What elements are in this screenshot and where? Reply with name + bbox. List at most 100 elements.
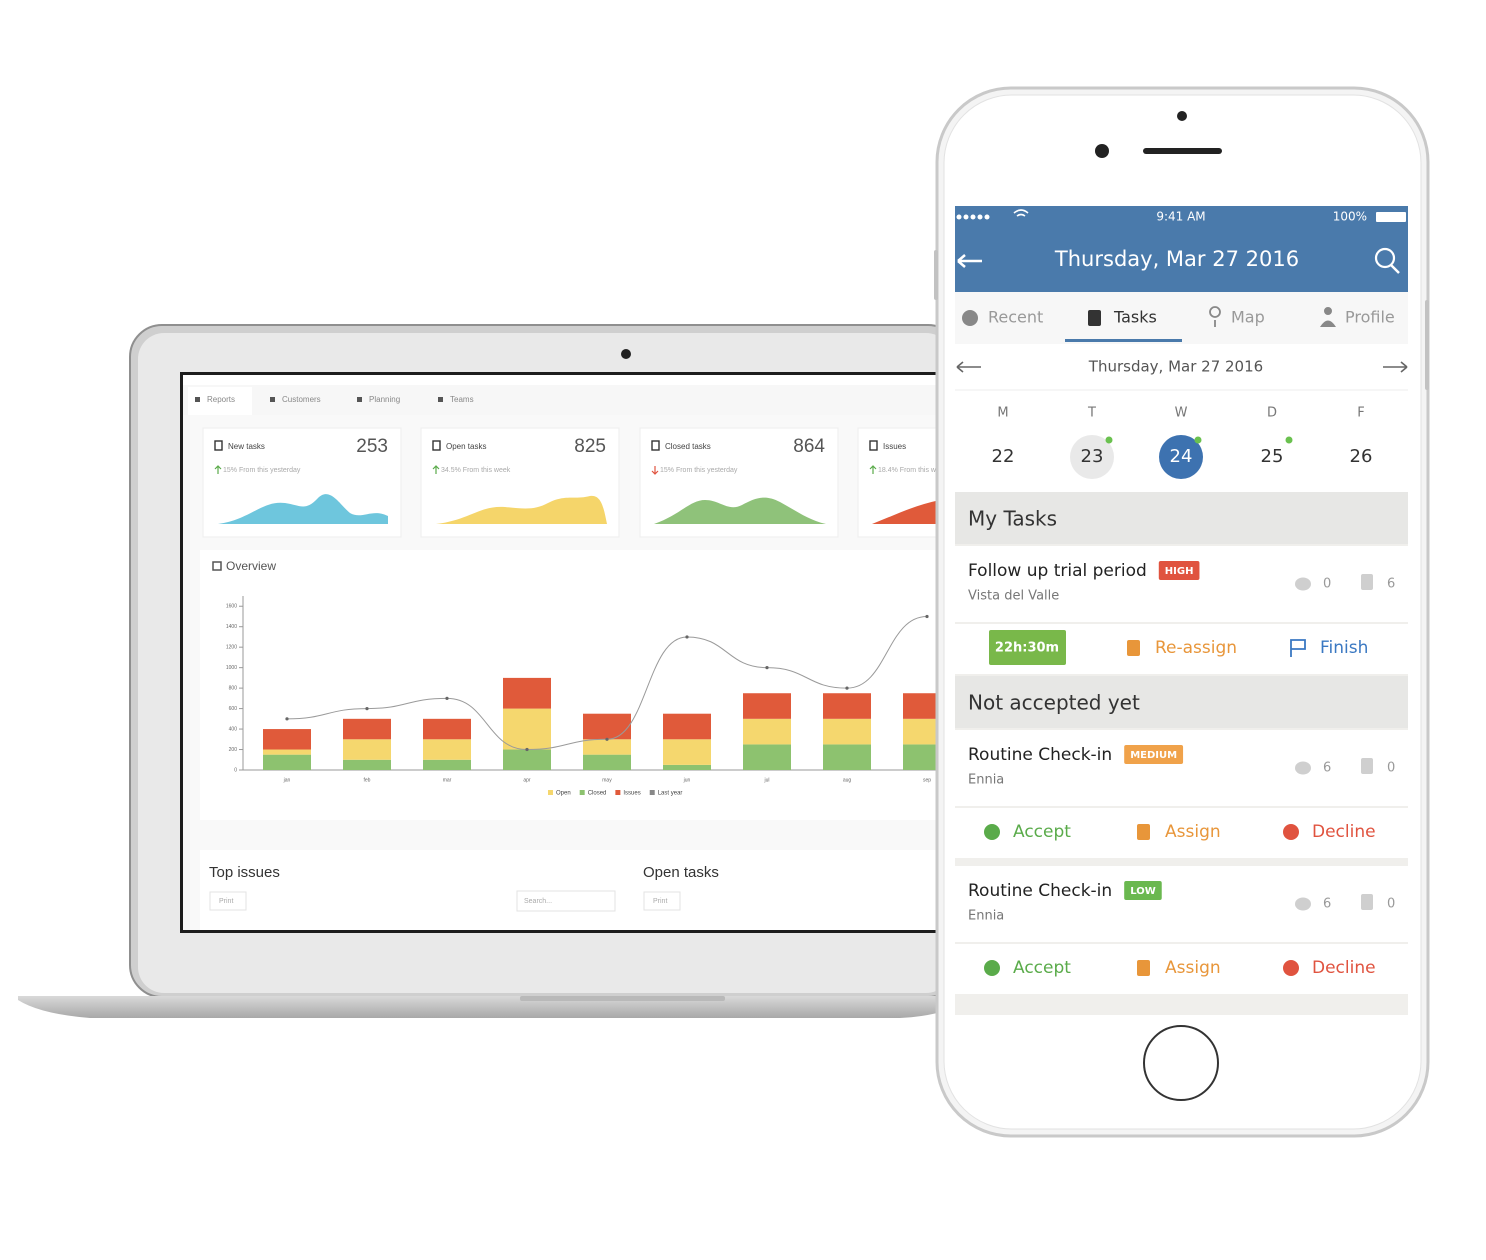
task-card[interactable] (955, 730, 1408, 806)
tab-label[interactable]: Recent (988, 308, 1043, 327)
line-point (845, 686, 849, 690)
action-label[interactable]: Assign (1165, 958, 1221, 978)
kpi-label: Open tasks (446, 442, 486, 451)
bar-segment (343, 739, 391, 760)
comment-icon (1295, 897, 1311, 911)
kpi-arrow (214, 465, 222, 474)
x-tick-label: jun (683, 777, 691, 783)
y-tick-label: 800 (229, 685, 238, 691)
tab-label[interactable]: Planning (369, 395, 400, 404)
search-icon[interactable] (1374, 247, 1396, 269)
action-icon (1283, 824, 1299, 840)
tab-label[interactable]: Tasks (1113, 308, 1157, 327)
line-series (286, 615, 928, 751)
print-label[interactable]: Print (653, 898, 667, 905)
prev-day[interactable] (956, 361, 981, 373)
task-title[interactable]: Routine Check-in (968, 881, 1112, 901)
search-box[interactable] (516, 890, 616, 912)
action-icon (1127, 640, 1140, 656)
task-title[interactable]: Follow up trial period (968, 561, 1147, 581)
next-day[interactable] (1383, 361, 1408, 373)
tab-label[interactable]: Reports (207, 395, 235, 404)
legend-swatch (548, 790, 553, 795)
timer-label: 22h:30m (995, 641, 1059, 656)
day-letter: F (1357, 406, 1364, 421)
app-header (955, 206, 1408, 292)
header-title: Thursday, Mar 27 2016 (1054, 247, 1299, 271)
day-number[interactable]: 24 (1170, 446, 1193, 467)
group-header (955, 492, 1408, 544)
group-title: My Tasks (968, 507, 1057, 531)
tab-label[interactable]: Teams (450, 395, 474, 404)
group-header (955, 676, 1408, 728)
task-card[interactable] (955, 866, 1408, 942)
day-number[interactable]: 25 (1261, 446, 1284, 467)
legend-label: Last year (658, 791, 683, 797)
bar-segment (743, 693, 791, 719)
kpi-change: 15% From this yesterday (223, 467, 301, 474)
phone-camera (1095, 144, 1109, 158)
signal-dots (956, 214, 990, 220)
action-label[interactable]: Finish (1320, 638, 1368, 658)
task-title[interactable]: Routine Check-in (968, 745, 1112, 765)
action-label[interactable]: Decline (1312, 822, 1376, 842)
bottom-panel (200, 850, 940, 930)
action-icon (1283, 960, 1299, 976)
y-tick-label: 200 (229, 747, 238, 753)
tab-bar (183, 385, 940, 415)
battery-icon (1376, 212, 1406, 222)
attachment-icon (1361, 894, 1373, 910)
tab-label[interactable]: Profile (1345, 308, 1395, 327)
kpi-change: 34.5% From this week (441, 467, 511, 474)
new-tasks-sparkline (218, 494, 388, 524)
day-number[interactable]: 23 (1081, 446, 1104, 467)
task-client: Vista del Valle (968, 589, 1059, 604)
tab-icon (1209, 306, 1221, 327)
bar-segment (743, 718, 791, 745)
section-title: Top issues (209, 864, 280, 881)
action-label[interactable]: Assign (1165, 822, 1221, 842)
task-client: Ennia (968, 909, 1004, 924)
attachment-count: 0 (1387, 761, 1395, 776)
bar-segment (503, 677, 551, 709)
y-tick-label: 1200 (226, 645, 237, 651)
back-arrow[interactable] (957, 254, 982, 268)
tab-label[interactable]: Customers (282, 395, 321, 404)
x-tick-label: apr (523, 777, 531, 783)
attachment-icon (1361, 574, 1373, 590)
line-point (685, 635, 689, 639)
line-point (525, 747, 529, 752)
group-title: Not accepted yet (968, 691, 1140, 715)
action-label[interactable]: Re-assign (1155, 638, 1237, 658)
wifi-icon (1013, 209, 1029, 217)
line-point (765, 666, 769, 670)
bar-segment (823, 718, 871, 745)
x-tick-label: aug (843, 777, 852, 783)
calendar-date: Thursday, Mar 27 2016 (1088, 358, 1263, 376)
print-button[interactable] (209, 891, 247, 911)
action-label[interactable]: Accept (1013, 958, 1071, 978)
action-label[interactable]: Accept (1013, 822, 1071, 842)
legend-swatch (579, 790, 585, 795)
day-dot (1285, 436, 1293, 444)
day-number[interactable]: 22 (992, 446, 1015, 467)
day-circle (1070, 435, 1114, 479)
bar-segment (663, 739, 711, 765)
search-placeholder: Search... (524, 898, 552, 905)
tab-icon (1320, 307, 1336, 327)
overview-panel (200, 550, 940, 820)
day-number[interactable]: 26 (1350, 446, 1373, 467)
action-label[interactable]: Decline (1312, 958, 1376, 978)
print-label[interactable]: Print (219, 898, 233, 905)
tab-label[interactable]: Map (1231, 308, 1265, 327)
print-button[interactable] (643, 891, 681, 911)
x-tick-label: mar (443, 777, 452, 783)
task-card[interactable] (955, 546, 1408, 622)
line-point (445, 696, 449, 700)
bar-segment (423, 718, 471, 740)
attachment-count: 6 (1387, 577, 1395, 592)
overview-title: Overview (226, 559, 276, 573)
laptop-base (18, 996, 960, 1018)
kpi-icon (432, 440, 441, 451)
